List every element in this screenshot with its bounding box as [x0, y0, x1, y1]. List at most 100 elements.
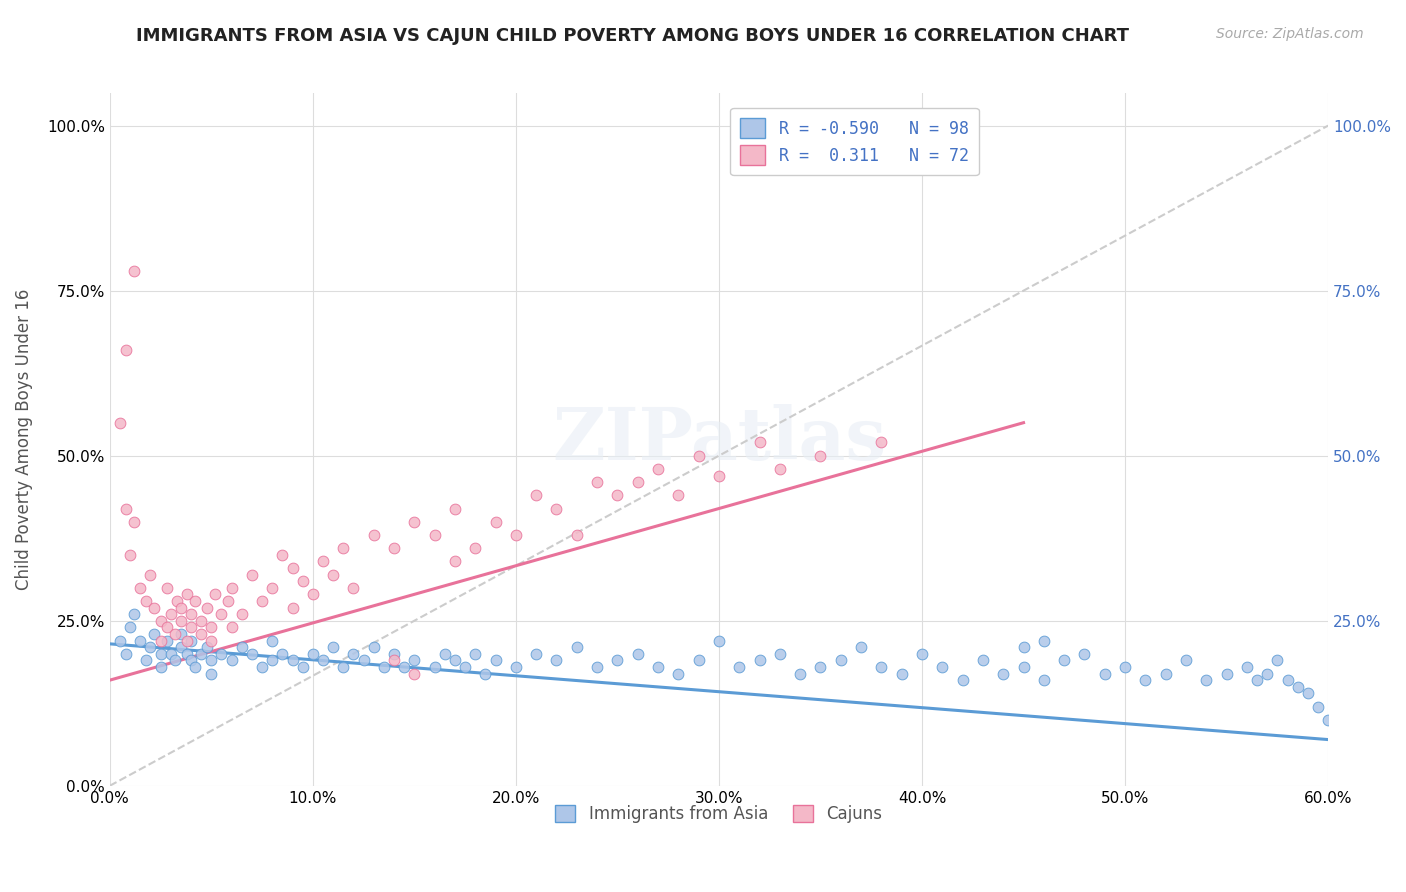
Point [129, 633, 152, 648]
Point [190, 627, 212, 641]
Point [1267, 653, 1289, 667]
Point [931, 660, 953, 674]
Point [353, 653, 375, 667]
Point [810, 660, 832, 674]
Point [849, 640, 872, 655]
Point [332, 660, 354, 674]
Point [1135, 673, 1157, 688]
Point [342, 581, 364, 595]
Point [184, 660, 207, 674]
Point [180, 607, 202, 621]
Point [200, 653, 222, 667]
Point [135, 594, 157, 608]
Point [688, 449, 710, 463]
Point [176, 587, 198, 601]
Point [240, 567, 263, 582]
Point [1256, 666, 1278, 681]
Point [484, 653, 506, 667]
Point [200, 620, 222, 634]
Point [190, 647, 212, 661]
Point [524, 488, 547, 502]
Point [606, 653, 628, 667]
Point [454, 660, 477, 674]
Point [1032, 633, 1054, 648]
Point [505, 528, 527, 542]
Point [250, 660, 273, 674]
Point [1236, 660, 1258, 674]
Point [1215, 666, 1237, 681]
Point [870, 660, 893, 674]
Point [474, 666, 496, 681]
Point [122, 515, 145, 529]
Point [484, 515, 506, 529]
Point [291, 574, 314, 588]
Point [312, 554, 335, 568]
Point [322, 567, 344, 582]
Point [1306, 699, 1329, 714]
Point [464, 541, 486, 555]
Point [1246, 673, 1268, 688]
Point [221, 620, 243, 634]
Point [433, 647, 456, 661]
Point [221, 581, 243, 595]
Point [204, 587, 226, 601]
Point [565, 528, 588, 542]
Text: Source: ZipAtlas.com: Source: ZipAtlas.com [1216, 27, 1364, 41]
Point [195, 600, 218, 615]
Point [627, 475, 650, 489]
Point [789, 666, 811, 681]
Point [209, 647, 232, 661]
Point [281, 600, 304, 615]
Point [1114, 660, 1136, 674]
Point [176, 633, 198, 648]
Point [108, 633, 131, 648]
Point [149, 614, 172, 628]
Point [911, 647, 934, 661]
Point [120, 548, 142, 562]
Point [1277, 673, 1299, 688]
Y-axis label: Child Poverty Among Boys Under 16: Child Poverty Among Boys Under 16 [15, 288, 32, 590]
Point [180, 633, 202, 648]
Point [221, 653, 243, 667]
Point [423, 528, 446, 542]
Point [1012, 660, 1035, 674]
Point [301, 647, 323, 661]
Point [312, 653, 335, 667]
Point [155, 633, 177, 648]
Point [382, 653, 405, 667]
Point [444, 554, 467, 568]
Point [707, 633, 730, 648]
Point [262, 653, 284, 667]
Point [627, 647, 650, 661]
Point [184, 594, 207, 608]
Text: IMMIGRANTS FROM ASIA VS CAJUN CHILD POVERTY AMONG BOYS UNDER 16 CORRELATION CHAR: IMMIGRANTS FROM ASIA VS CAJUN CHILD POVE… [136, 27, 1129, 45]
Point [209, 607, 232, 621]
Point [135, 653, 157, 667]
Point [666, 666, 689, 681]
Point [546, 653, 568, 667]
Point [190, 614, 212, 628]
Point [748, 653, 770, 667]
Point [155, 620, 177, 634]
Point [586, 660, 609, 674]
Point [444, 653, 467, 667]
Point [524, 647, 547, 661]
Text: ZIPatlas: ZIPatlas [553, 404, 886, 475]
Point [972, 653, 994, 667]
Point [952, 673, 974, 688]
Point [250, 594, 273, 608]
Point [240, 647, 263, 661]
Point [565, 640, 588, 655]
Point [769, 462, 792, 476]
Point [115, 501, 138, 516]
Point [271, 548, 294, 562]
Point [120, 620, 142, 634]
Point [373, 660, 395, 674]
Point [404, 515, 426, 529]
Point [810, 449, 832, 463]
Point [122, 264, 145, 278]
Point [115, 343, 138, 357]
Point [444, 501, 467, 516]
Point [281, 561, 304, 575]
Point [159, 607, 181, 621]
